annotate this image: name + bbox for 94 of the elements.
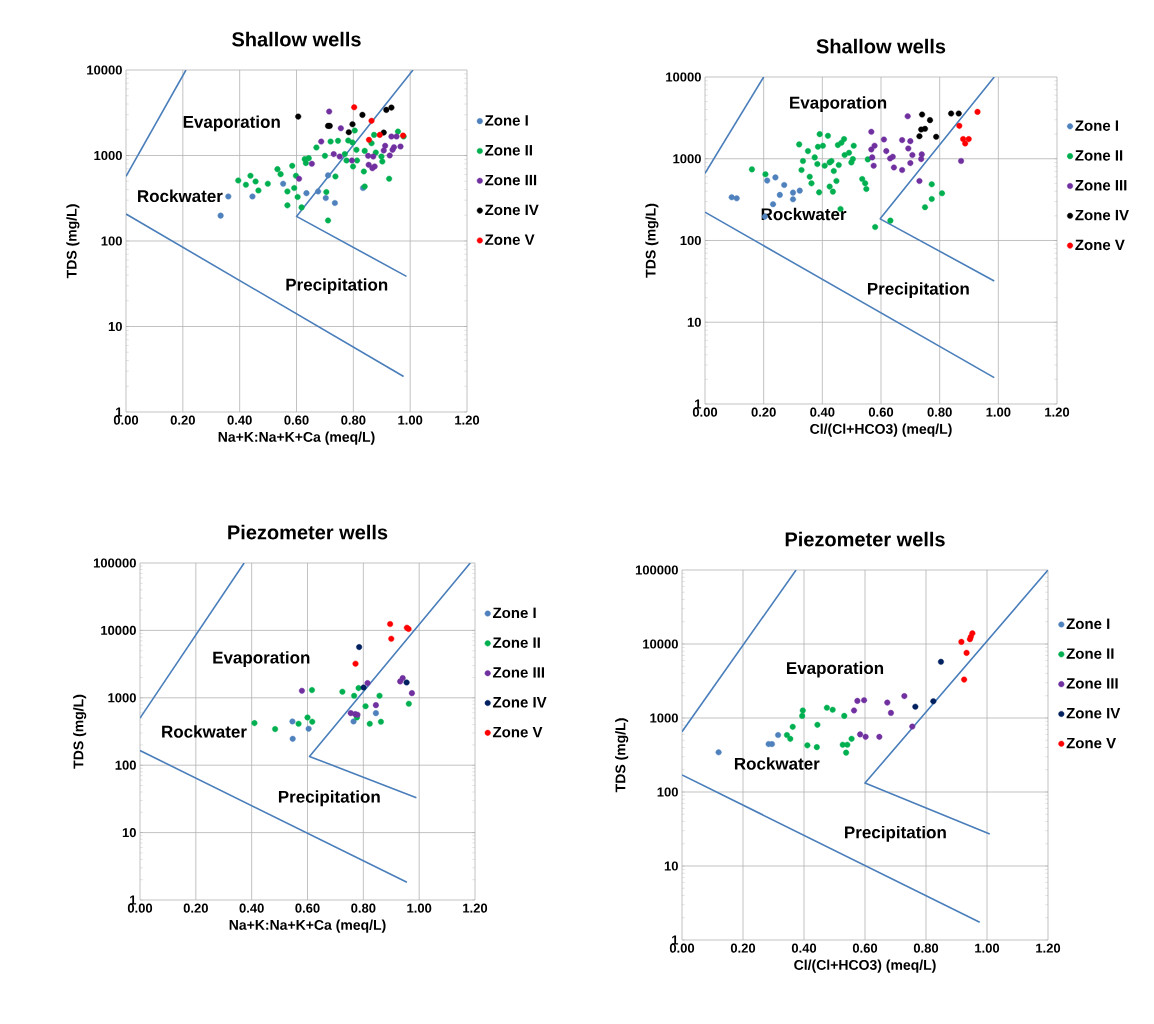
legend-label: Zone I [485, 115, 528, 126]
y-tick-label: 100 [101, 236, 122, 246]
y-tick-label: 100 [657, 787, 678, 797]
legend-label: Zone I [492, 607, 536, 619]
annotation: Precipitation [278, 790, 380, 807]
y-tick-label: 10000 [643, 639, 678, 649]
legend-label: Zone III [492, 667, 544, 678]
x-tick-label: 1.20 [1036, 943, 1061, 953]
legend-label: Zone II [1075, 150, 1123, 161]
x-tick-label: 0.20 [730, 943, 756, 953]
y-tick-label: 100000 [635, 565, 678, 575]
x-tick-label: 0.60 [295, 903, 320, 913]
x-tick-label: 1.20 [463, 903, 488, 913]
x-tick-label: 1.00 [986, 407, 1011, 417]
annotation: Precipitation [286, 278, 388, 295]
y-tick-label: 10000 [101, 625, 136, 635]
y-tick-label: 10 [664, 861, 678, 871]
x-tick-label: 1.20 [1045, 407, 1070, 417]
legend-label: Zone IV [492, 697, 547, 708]
x-tick-label: 0.00 [113, 415, 139, 425]
legend-label: Zone V [1075, 239, 1125, 251]
annotation: Rockwater [734, 757, 820, 770]
x-axis-title: Cl/(Cl+HCO3) (meq/L) [810, 423, 952, 437]
x-tick-label: 0.80 [913, 943, 939, 953]
annotation: Rockwater [162, 725, 247, 738]
x-axis-title: Na+K:Na+K+Ca (meq/L) [229, 919, 386, 933]
legend-label: Zone III [485, 174, 537, 186]
y-tick-label: 1000 [108, 693, 136, 703]
chart-title: Piezometer wells [228, 524, 388, 540]
x-tick-label: 0.40 [810, 407, 835, 417]
annotation: Evaporation [213, 651, 310, 667]
annotation: Evaporation [787, 661, 884, 678]
y-axis-title: TDS (mg/L) [645, 203, 659, 278]
y-tick-label: 1 [695, 399, 702, 409]
x-tick-label: 0.60 [868, 407, 894, 417]
x-tick-label: 0.40 [791, 943, 817, 953]
x-tick-label: 0.80 [341, 415, 366, 425]
y-tick-label: 1000 [94, 150, 122, 161]
annotation: Precipitation [845, 825, 946, 842]
y-tick-label: 1 [672, 935, 679, 945]
legend-label: Zone IV [1066, 708, 1121, 719]
x-axis-title: Na+K:Na+K+Ca (meq/L) [218, 431, 375, 445]
legend-label: Zone V [485, 234, 535, 245]
x-tick-label: 0.00 [127, 903, 153, 913]
y-axis-title: TDS (mg/L) [615, 718, 629, 793]
legend-label: Zone IV [485, 204, 539, 216]
y-tick-label: 1000 [650, 713, 678, 723]
x-tick-label: 0.20 [170, 415, 195, 425]
annotation: Precipitation [867, 282, 969, 299]
annotation: Rockwater [761, 207, 847, 221]
y-tick-label: 10000 [87, 65, 122, 75]
y-tick-label: 1000 [673, 154, 701, 164]
x-axis-title: Cl/(Cl+HCO3) (meq/L) [794, 959, 936, 973]
x-tick-label: 1.00 [398, 415, 423, 425]
x-tick-label: 0.60 [852, 943, 878, 953]
legend-label: Zone V [1066, 737, 1117, 749]
x-tick-label: 0.40 [227, 415, 252, 425]
annotation: Rockwater [138, 189, 223, 203]
x-tick-label: 0.20 [183, 903, 208, 913]
y-tick-label: 1 [116, 407, 123, 417]
legend-label: Zone IV [1075, 209, 1129, 221]
y-tick-label: 10 [122, 827, 136, 838]
x-tick-label: 0.00 [692, 407, 718, 417]
legend-label: Zone III [1066, 678, 1118, 689]
x-tick-label: 0.60 [284, 415, 309, 425]
y-tick-label: 100 [680, 235, 701, 246]
legend-label: Zone I [1075, 120, 1119, 131]
annotation: Evaporation [183, 115, 280, 132]
y-tick-label: 10 [108, 321, 122, 332]
x-tick-label: 0.20 [751, 407, 776, 417]
legend-label: Zone III [1075, 180, 1127, 191]
y-tick-label: 100000 [93, 558, 136, 568]
x-tick-label: 1.20 [455, 415, 480, 425]
y-axis-title: TDS (mg/L) [66, 204, 80, 279]
chart-title: Shallow wells [816, 38, 946, 54]
y-tick-label: 10 [687, 317, 701, 327]
y-tick-label: 10000 [666, 72, 701, 82]
x-tick-label: 0.80 [351, 903, 376, 913]
y-tick-label: 1 [130, 895, 137, 905]
y-axis-title: TDS (mg/L) [73, 694, 87, 769]
legend-label: Zone V [492, 726, 543, 738]
legend-label: Zone II [485, 145, 532, 156]
x-tick-label: 0.40 [239, 903, 264, 913]
legend-label: Zone II [1066, 648, 1114, 659]
x-tick-label: 0.00 [669, 943, 695, 953]
x-tick-label: 1.00 [975, 943, 1000, 953]
annotation: Evaporation [790, 96, 887, 113]
x-tick-label: 0.80 [927, 407, 952, 417]
legend-label: Zone II [492, 637, 540, 648]
chart-title: Shallow wells [232, 31, 361, 47]
y-tick-label: 100 [115, 760, 136, 770]
chart-title: Piezometer wells [785, 531, 945, 547]
legend-label: Zone I [1066, 618, 1110, 630]
x-tick-label: 1.00 [407, 903, 432, 913]
